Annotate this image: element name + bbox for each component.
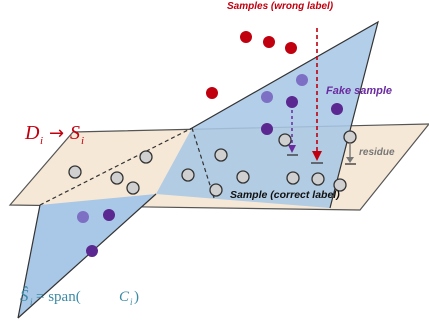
gray-dot — [181, 168, 195, 182]
gray-dot — [209, 183, 223, 197]
label-sample-correct: Sample (correct label) — [230, 189, 340, 201]
blue-plane-upper — [156, 22, 378, 208]
mapping-left: D — [24, 122, 40, 144]
gray-dot — [286, 171, 300, 185]
purple-dot — [86, 245, 98, 257]
gray-dot — [126, 181, 140, 195]
purple-dot — [261, 123, 273, 135]
purple-dot — [286, 96, 298, 108]
subspace-c: C — [119, 289, 130, 305]
label-residue: residue — [359, 147, 395, 158]
red-dot — [285, 42, 297, 54]
red-arrowhead — [312, 151, 322, 161]
residue-arrowhead — [346, 157, 354, 163]
purple-arrowhead — [288, 145, 296, 153]
subspace-eq: = span( — [36, 289, 81, 305]
label-samples-wrong: Samples (wrong label) — [227, 1, 334, 12]
mapping-right: S — [70, 122, 80, 144]
mapping-left-sub: i — [40, 135, 43, 147]
red-dot — [240, 31, 252, 43]
red-dot — [263, 36, 275, 48]
purple-dot — [261, 91, 273, 103]
purple-dot — [296, 74, 308, 86]
label-fake-sample: Fake sample — [326, 85, 392, 97]
gray-dot — [214, 148, 228, 162]
subspace-hat: Ŝ — [20, 286, 29, 305]
blue-plane-edge-bottom — [17, 193, 157, 319]
intersection-dash-2 — [191, 127, 215, 199]
subspace-sub: i — [30, 297, 33, 307]
gray-dot — [278, 133, 292, 147]
red-samples — [206, 31, 297, 99]
gray-dot — [311, 172, 325, 186]
mapping-right-sub: i — [81, 135, 84, 147]
gray-dot — [236, 170, 250, 184]
blue-plane-edge-left — [17, 204, 41, 319]
gray-dot — [333, 178, 347, 192]
subspace-c-sub: i — [130, 297, 133, 307]
gray-dot — [139, 150, 153, 164]
gray-dot — [343, 130, 357, 144]
intersection-dash-1 — [39, 127, 193, 206]
mapping-arrow: → — [49, 123, 64, 144]
subspace-label: Ŝ i = span( C i ) — [20, 286, 139, 307]
purple-dot — [77, 211, 89, 223]
purple-dot — [103, 209, 115, 221]
red-dot — [206, 87, 218, 99]
mapping-label: D i → S i — [24, 122, 84, 147]
purple-samples — [77, 74, 343, 257]
gray-samples — [68, 130, 357, 197]
subspace-close: ) — [134, 289, 139, 305]
gray-dot — [68, 165, 82, 179]
gray-dot — [110, 171, 124, 185]
blue-plane-edge-top — [191, 20, 379, 209]
purple-dot — [331, 103, 343, 115]
